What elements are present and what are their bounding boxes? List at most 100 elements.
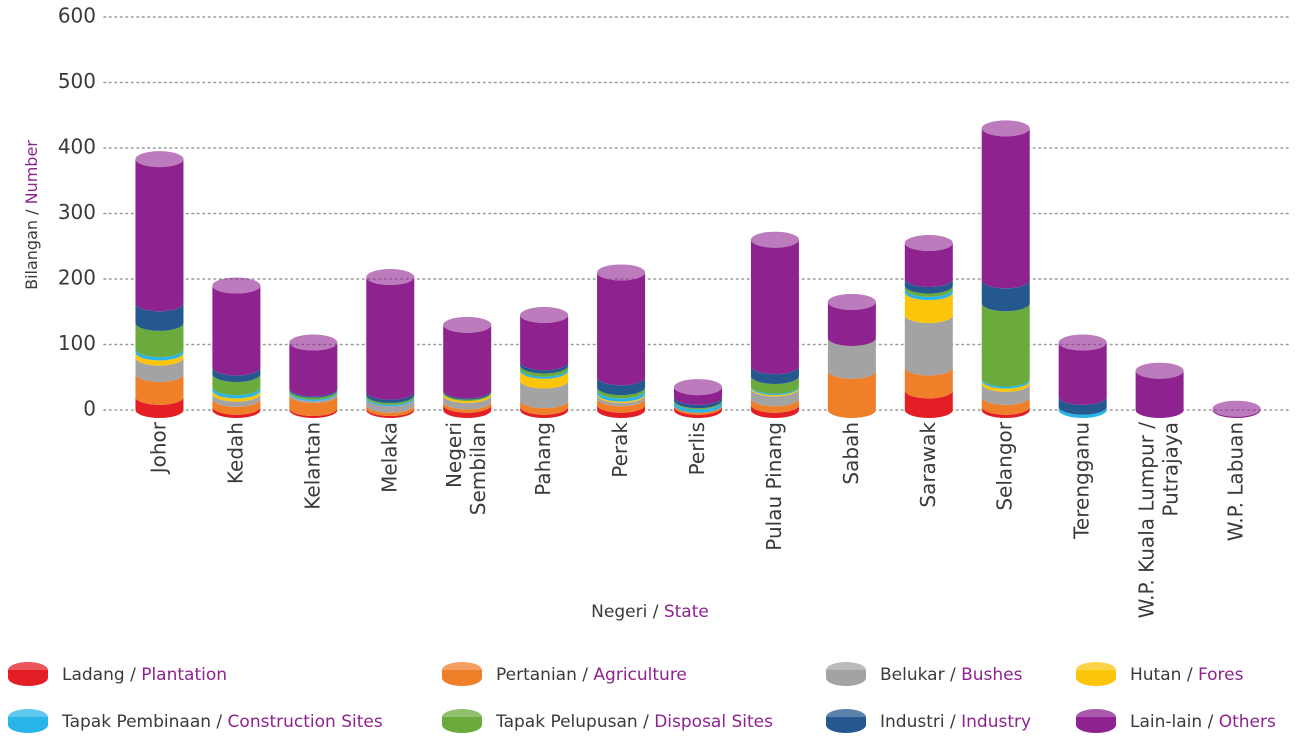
cylinder-segment bbox=[443, 390, 492, 400]
cylinder-segment bbox=[750, 366, 799, 384]
cylinder-segment bbox=[750, 375, 799, 394]
y-tick-label: 600 bbox=[58, 4, 96, 28]
legend-swatch-top bbox=[8, 662, 48, 678]
cylinder-segment bbox=[674, 404, 722, 415]
legend-label: Industri / Industry bbox=[880, 712, 1031, 732]
x-tick-label: Terengganu bbox=[1069, 422, 1093, 540]
cylinder-segment bbox=[135, 303, 184, 331]
x-tick-label: Kelantan bbox=[300, 422, 324, 510]
cylinder-top bbox=[904, 234, 953, 251]
cylinder-segment bbox=[597, 394, 646, 407]
cylinder-segment bbox=[904, 292, 953, 324]
cylinder-segment bbox=[1058, 396, 1107, 415]
cylinder-segment bbox=[289, 388, 338, 398]
cylinder-top bbox=[1212, 400, 1261, 417]
x-tick-label: Kedah bbox=[223, 422, 247, 484]
legend-swatch-top bbox=[442, 662, 482, 678]
legend-swatch-top bbox=[8, 709, 48, 725]
cylinder-segment bbox=[981, 396, 1030, 415]
cylinder-segment bbox=[443, 391, 492, 401]
cylinder-segment bbox=[443, 394, 492, 410]
cylinder-top bbox=[597, 264, 646, 281]
cylinder-segment bbox=[366, 394, 415, 405]
cylinder-top bbox=[1058, 334, 1107, 351]
cylinder-segment bbox=[366, 396, 415, 407]
cylinder-segment bbox=[904, 279, 953, 294]
y-axis-title: Bilangan / Number bbox=[22, 140, 41, 290]
cylinder-segment bbox=[135, 159, 184, 312]
y-tick-label: 400 bbox=[58, 135, 96, 159]
cylinder-segment bbox=[212, 367, 261, 382]
cylinder-segment bbox=[674, 406, 722, 418]
x-axis-title: Negeri / State bbox=[591, 602, 709, 622]
cylinder-segment bbox=[981, 378, 1030, 389]
cylinder-top bbox=[289, 334, 338, 351]
legend-swatch-top bbox=[442, 709, 482, 725]
cylinder-segment bbox=[366, 408, 415, 418]
cylinder-segment bbox=[981, 303, 1030, 387]
cylinder-segment bbox=[520, 380, 569, 409]
cylinder-segment bbox=[750, 388, 799, 407]
cylinder-segment bbox=[212, 390, 261, 402]
cylinder-segment bbox=[904, 367, 953, 399]
legend-swatch-top bbox=[1076, 662, 1116, 678]
cylinder-segment bbox=[674, 396, 722, 409]
cylinder-segment bbox=[750, 398, 799, 413]
cylinder-segment bbox=[904, 242, 953, 287]
x-tick-label: Sarawak bbox=[915, 422, 939, 508]
cylinder-segment bbox=[981, 406, 1030, 418]
x-tick-label: NegeriSembilan bbox=[442, 422, 490, 515]
cylinder-segment bbox=[904, 315, 953, 376]
cylinder-segment bbox=[366, 391, 415, 403]
cylinder-top bbox=[212, 277, 261, 294]
cylinder-top bbox=[827, 293, 876, 310]
cylinder-segment bbox=[289, 389, 338, 400]
cylinder-segment bbox=[674, 400, 722, 410]
cylinder-segment bbox=[981, 280, 1030, 312]
cylinder-segment bbox=[212, 406, 261, 418]
x-tick-label: W.P. Labuan bbox=[1223, 422, 1247, 541]
x-tick-label: Selangor bbox=[992, 421, 1016, 510]
cylinder-segment bbox=[443, 401, 492, 413]
cylinder-segment bbox=[1058, 406, 1107, 418]
cylinder-segment bbox=[827, 301, 876, 346]
cylinder-segment bbox=[135, 352, 184, 366]
cylinder-segment bbox=[904, 390, 953, 418]
cylinder-top bbox=[981, 120, 1030, 137]
legend-label: Belukar / Bushes bbox=[880, 665, 1023, 685]
y-tick-label: 200 bbox=[58, 266, 96, 290]
cylinder-segment bbox=[289, 394, 338, 417]
x-tick-label: Pulau Pinang bbox=[761, 422, 785, 551]
cylinder-segment bbox=[597, 377, 646, 396]
x-tick-label: Pahang bbox=[531, 422, 555, 496]
x-tick-label: Perak bbox=[608, 422, 632, 478]
cylinder-segment bbox=[520, 370, 569, 389]
cylinder-segment bbox=[520, 365, 569, 377]
cylinder-segment bbox=[520, 362, 569, 374]
cylinder-top bbox=[1135, 362, 1184, 379]
cylinder-segment bbox=[520, 315, 569, 371]
cylinder-segment bbox=[597, 272, 646, 386]
cylinder-segment bbox=[212, 387, 261, 399]
cylinder-segment bbox=[597, 398, 646, 413]
cylinder-segment bbox=[827, 370, 876, 418]
cylinder-segment bbox=[366, 404, 415, 417]
cylinder-segment bbox=[212, 398, 261, 415]
legend-swatch-top bbox=[826, 709, 866, 725]
cylinder-segment bbox=[212, 373, 261, 396]
cylinder-segment bbox=[289, 408, 338, 418]
cylinder-segment bbox=[520, 368, 569, 379]
cylinder-segment bbox=[1058, 342, 1107, 405]
cylinder-segment bbox=[289, 392, 338, 403]
cylinder-segment bbox=[981, 383, 1030, 405]
cylinder-segment bbox=[443, 392, 492, 403]
cylinder-segment bbox=[597, 393, 646, 403]
cylinder-segment bbox=[981, 380, 1030, 392]
legend-label: Pertanian / Agriculture bbox=[496, 665, 687, 685]
legend-swatch-top bbox=[1076, 709, 1116, 725]
cylinder-segment bbox=[366, 277, 415, 400]
cylinder-segment bbox=[212, 393, 261, 407]
cylinder-segment bbox=[135, 396, 184, 418]
cylinder-top bbox=[135, 151, 184, 168]
